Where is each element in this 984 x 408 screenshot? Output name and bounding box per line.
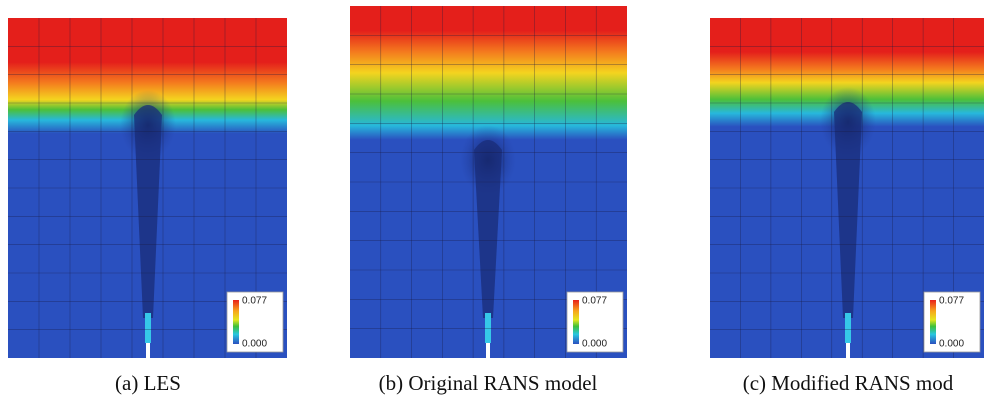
colorbar-max-label: 0.077 xyxy=(939,296,964,307)
plume-stem xyxy=(474,140,502,318)
inlet-gap xyxy=(846,343,850,358)
colorbar-max-label: 0.077 xyxy=(582,296,607,307)
jet-inlet xyxy=(845,313,851,343)
colorbar-min-label: 0.000 xyxy=(939,339,964,350)
contour-panel: 0.077 0.000 xyxy=(8,18,287,358)
contour-panel: 0.077 0.000 xyxy=(350,6,627,358)
inlet-gap xyxy=(146,343,150,358)
plume-stem xyxy=(134,105,162,318)
plume-stem xyxy=(834,102,862,318)
colorbar-min-label: 0.000 xyxy=(582,339,607,350)
colorbar xyxy=(233,300,239,344)
colorbar xyxy=(573,300,579,344)
panel-caption: (a) LES xyxy=(115,371,181,395)
jet-inlet xyxy=(145,313,151,343)
contour-panel: 0.077 0.000 xyxy=(710,18,984,358)
panel-caption: (b) Original RANS model xyxy=(379,371,598,395)
inlet-gap xyxy=(486,343,490,358)
colorbar-max-label: 0.077 xyxy=(242,296,267,307)
colorbar xyxy=(930,300,936,344)
jet-inlet xyxy=(485,313,491,343)
colorbar-min-label: 0.000 xyxy=(242,339,267,350)
panel-caption: (c) Modified RANS mod xyxy=(743,371,954,395)
